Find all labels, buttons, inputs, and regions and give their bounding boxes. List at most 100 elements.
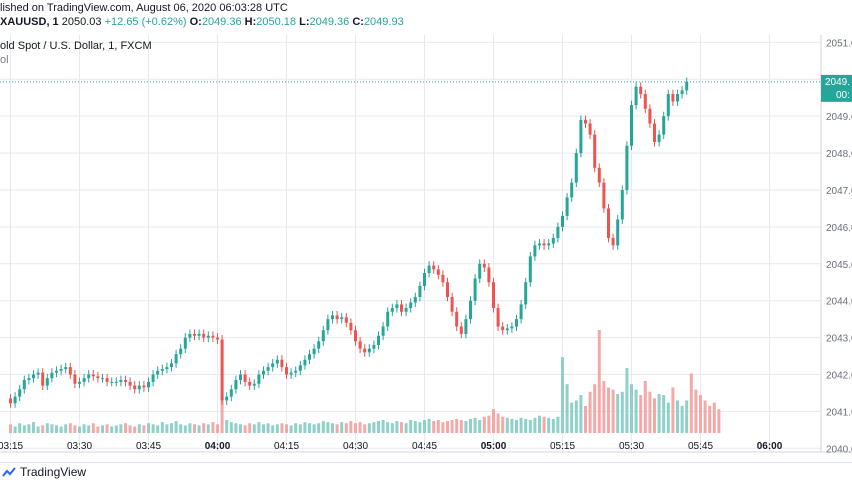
candle-body <box>50 372 54 379</box>
candle-body <box>593 134 597 168</box>
volume-bar <box>119 424 123 433</box>
candle-body <box>147 381 150 388</box>
candle-body <box>308 354 311 360</box>
candle-body <box>340 317 344 320</box>
volume-bar <box>639 395 643 433</box>
volume-bar <box>561 357 564 433</box>
candle-body <box>275 359 279 364</box>
ohlc-legend: XAUUSD, 1 2050.03 +12.65 (+0.62%) O:2049… <box>0 16 404 28</box>
volume-bar <box>478 419 482 433</box>
time-tick-label: 04:00 <box>205 441 231 452</box>
volume-bar <box>409 419 413 433</box>
volume-bar <box>142 425 146 433</box>
volume-bar <box>248 423 252 433</box>
time-tick-label: 04:15 <box>274 441 299 452</box>
candle-body <box>45 378 49 386</box>
candle-body <box>386 311 390 327</box>
candle-body <box>193 333 196 336</box>
low-value: 2049.36 <box>309 16 350 28</box>
volume-bar <box>197 425 201 433</box>
volume-bar <box>597 330 601 433</box>
volume-bar <box>206 424 210 433</box>
volume-bar <box>492 409 495 433</box>
candle-body <box>496 308 500 327</box>
candle-body <box>73 374 77 384</box>
candle-body <box>602 182 606 209</box>
volume-bar <box>64 424 68 433</box>
candle-body <box>561 215 564 227</box>
candle-body <box>211 335 215 338</box>
volume-bar <box>542 416 546 433</box>
candle-body <box>588 123 592 135</box>
price-tag-value: 2049. <box>825 77 850 88</box>
volume-bar <box>533 417 537 433</box>
candle-body <box>473 278 477 301</box>
candle-body <box>372 344 376 349</box>
volume-bar <box>183 425 187 433</box>
candle-body <box>105 378 109 382</box>
volume-bar <box>32 422 35 433</box>
volume-bar <box>620 391 624 433</box>
grid-lines <box>0 35 821 452</box>
candle-body <box>565 197 569 216</box>
volume-bar <box>340 422 344 433</box>
volume-bar <box>124 423 127 433</box>
candle-body <box>685 81 689 91</box>
candle-body <box>680 90 684 95</box>
footer-bar <box>0 462 852 486</box>
last-price: 2050.03 <box>61 16 102 28</box>
candle-body <box>395 304 399 309</box>
candle-body <box>515 319 518 327</box>
candle-body <box>128 381 132 386</box>
candle-body <box>197 333 201 336</box>
close-value: 2049.93 <box>363 16 404 28</box>
volume-bar <box>312 424 316 433</box>
symbol-label[interactable]: XAUUSD, 1 <box>0 16 59 28</box>
candle-body <box>620 189 624 220</box>
time-axis[interactable]: 03:15 03:30 03:45 04:00 04:15 04:30 04:45 05:00… <box>0 441 783 452</box>
volume-bar <box>128 425 132 433</box>
price-tick-label: 2041.0 <box>826 407 852 418</box>
candle-body <box>285 367 288 375</box>
price-tick-label: 2046.0 <box>826 223 852 234</box>
volume-bar <box>105 424 109 433</box>
tradingview-brand[interactable]: TradingView <box>2 465 86 479</box>
volume-bar <box>400 422 403 433</box>
candle-body <box>179 348 183 355</box>
volume-bar <box>648 391 652 433</box>
volume-bar <box>515 419 518 433</box>
candle-body <box>248 381 252 386</box>
volume-bar <box>262 424 265 433</box>
candle-body <box>643 94 647 109</box>
price-tick-label: 2042.0 <box>826 371 852 382</box>
volume-bar <box>390 423 394 433</box>
volume-bar <box>469 418 472 433</box>
candle-body <box>666 94 670 117</box>
candle-body <box>455 311 459 327</box>
candle-body <box>542 243 546 246</box>
candle-body <box>528 256 532 283</box>
candle-body <box>354 330 357 342</box>
volume-bar <box>354 423 357 433</box>
volume-bar <box>257 422 261 433</box>
volume-bar <box>22 425 26 433</box>
candle-body <box>446 282 449 298</box>
price-tick-label: 2044.0 <box>826 297 852 308</box>
candle-body <box>183 337 187 349</box>
candle-body <box>289 372 293 375</box>
volume-bar <box>717 409 721 433</box>
candlesticks <box>9 77 689 408</box>
candle-body <box>229 389 233 397</box>
volume-bar <box>395 421 399 433</box>
candle-body <box>441 274 445 283</box>
candle-body <box>510 326 514 329</box>
volume-bar <box>45 423 49 433</box>
candle-body <box>538 243 541 246</box>
candle-body <box>597 167 601 183</box>
candle-body <box>524 282 528 305</box>
volume-bar <box>496 413 500 433</box>
volume-bar <box>326 422 330 433</box>
volume-bar <box>643 380 647 433</box>
volume-bar <box>193 424 196 433</box>
